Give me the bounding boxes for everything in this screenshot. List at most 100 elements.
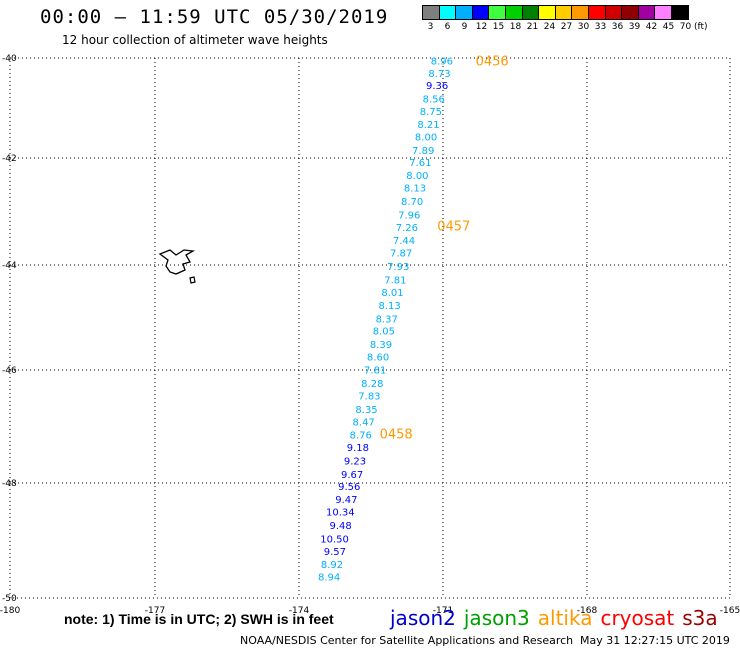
legend-swatch — [604, 5, 623, 20]
y-tick-label: -48 — [2, 479, 17, 489]
wave-height-label: 8.21 — [417, 120, 439, 131]
wave-height-label: 8.75 — [420, 107, 442, 118]
legend-swatch — [571, 5, 589, 20]
x-tick-label: -177 — [145, 606, 165, 616]
wave-height-label: 9.67 — [341, 470, 363, 481]
satellite-name: jason3 — [463, 606, 530, 630]
wave-height-label: 9.48 — [329, 521, 351, 532]
island-outline — [158, 249, 196, 284]
legend-value: 39 — [628, 22, 641, 32]
legend-swatches — [422, 5, 708, 20]
legend-swatch — [670, 5, 689, 20]
legend-swatch — [488, 5, 506, 20]
x-tick-label: -168 — [577, 606, 598, 616]
wave-height-label: 8.13 — [378, 301, 400, 312]
satellite-legend: jason2 jason3 altika cryosat s3a — [390, 606, 726, 630]
legend-value: 70 — [679, 22, 692, 32]
chart-grid — [10, 58, 730, 598]
legend-value: 36 — [611, 22, 624, 32]
legend-unit: (ft) — [694, 22, 708, 32]
wave-height-label: 7.89 — [412, 146, 434, 157]
legend-swatch — [554, 5, 573, 20]
satellite-name: s3a — [682, 606, 718, 630]
legend-value: 3 — [427, 22, 434, 32]
timestamp-text: May 31 12:27:15 UTC 2019 — [580, 634, 730, 647]
legend-swatch — [621, 5, 639, 20]
wave-height-label: 9.36 — [426, 81, 448, 92]
legend-value: 18 — [509, 22, 522, 32]
wave-height-label: 8.76 — [350, 430, 372, 441]
legend-swatch — [438, 5, 457, 20]
y-tick-label: -42 — [2, 154, 17, 164]
legend-swatch — [637, 5, 656, 20]
legend-labels: 3 6 9 12 15 18 21 24 27 30 33 36 39 42 45 70 (ft) — [422, 22, 708, 32]
legend-value: 33 — [594, 22, 607, 32]
wave-height-label: 8.28 — [361, 379, 383, 390]
wave-height-label: 8.56 — [423, 95, 445, 106]
wave-height-label: 8.01 — [381, 288, 403, 299]
legend-swatch — [587, 5, 606, 20]
legend-swatch — [422, 5, 440, 20]
x-tick-label: -165 — [720, 606, 740, 616]
legend-swatch — [471, 5, 490, 20]
wave-height-label: 8.47 — [353, 417, 375, 428]
pass-time-label: 0458 — [380, 427, 413, 442]
satellite-name: cryosat — [600, 606, 675, 630]
y-tick-label: -46 — [2, 366, 17, 376]
y-tick-label: -44 — [2, 261, 17, 271]
wave-height-label: 8.13 — [404, 184, 426, 195]
wave-height-label: 8.60 — [367, 353, 389, 364]
legend-value: 30 — [577, 22, 590, 32]
wave-height-label: 7.61 — [409, 158, 431, 169]
legend-value: 24 — [543, 22, 556, 32]
wave-height-label: 8.00 — [415, 132, 437, 143]
wave-height-label: 7.96 — [398, 211, 420, 222]
wave-height-points: 8.968.739.368.568.758.218.007.897.618.00… — [318, 57, 453, 584]
legend-value: 15 — [492, 22, 505, 32]
legend-value: 12 — [475, 22, 488, 32]
wave-height-label: 7.81 — [384, 275, 406, 286]
wave-height-label: 7.83 — [358, 392, 380, 403]
wave-height-label: 9.56 — [338, 482, 360, 493]
chart-subtitle: 12 hour collection of altimeter wave hei… — [62, 33, 328, 47]
wave-height-label: 8.39 — [370, 340, 392, 351]
plot-frame — [9, 57, 731, 599]
legend-swatch — [504, 5, 523, 20]
y-tick-label: -50 — [2, 594, 17, 604]
wave-height-label: 7.87 — [390, 248, 412, 259]
chart-title: 00:00 – 11:59 UTC 05/30/2019 — [40, 6, 389, 28]
wave-height-label: 8.00 — [406, 171, 428, 182]
wave-height-label: 8.73 — [428, 69, 450, 80]
wave-height-label: 7.26 — [396, 223, 418, 234]
pass-time-labels: 0456 0457 0458 — [380, 55, 509, 443]
legend-value: 6 — [444, 22, 451, 32]
wave-height-label: 8.92 — [321, 560, 343, 571]
wave-height-label: 7.81 — [364, 366, 386, 377]
wave-height-label: 8.37 — [376, 314, 398, 325]
wave-height-label: 9.23 — [344, 456, 366, 467]
legend-value: 27 — [560, 22, 573, 32]
pass-time-label: 0457 — [437, 219, 470, 234]
wave-height-label: 10.50 — [320, 535, 349, 546]
wave-height-label: 9.57 — [324, 547, 346, 558]
wave-height-label: 8.96 — [431, 57, 453, 68]
wave-height-label: 8.05 — [373, 327, 395, 338]
x-tick-label: -171 — [433, 606, 453, 616]
wave-height-label: 10.34 — [326, 508, 355, 519]
x-tick-label: -174 — [289, 606, 310, 616]
credit-text: NOAA/NESDIS Center for Satellite Applica… — [240, 634, 574, 647]
x-tick-label: -180 — [0, 606, 20, 616]
wave-height-label: 9.47 — [335, 495, 357, 506]
y-tick-label: -40 — [2, 54, 17, 64]
pass-time-label: 0456 — [476, 55, 509, 70]
footer-note: note: 1) Time is in UTC; 2) SWH is in fe… — [64, 611, 334, 627]
legend-value: 45 — [662, 22, 675, 32]
wave-height-label: 7.44 — [393, 236, 415, 247]
legend-value: 42 — [645, 22, 658, 32]
wave-height-label: 8.70 — [401, 197, 423, 208]
satellite-name: jason2 — [390, 606, 456, 630]
legend-swatch — [538, 5, 556, 20]
wave-height-label: 8.35 — [355, 405, 377, 416]
legend-swatch — [654, 5, 672, 20]
